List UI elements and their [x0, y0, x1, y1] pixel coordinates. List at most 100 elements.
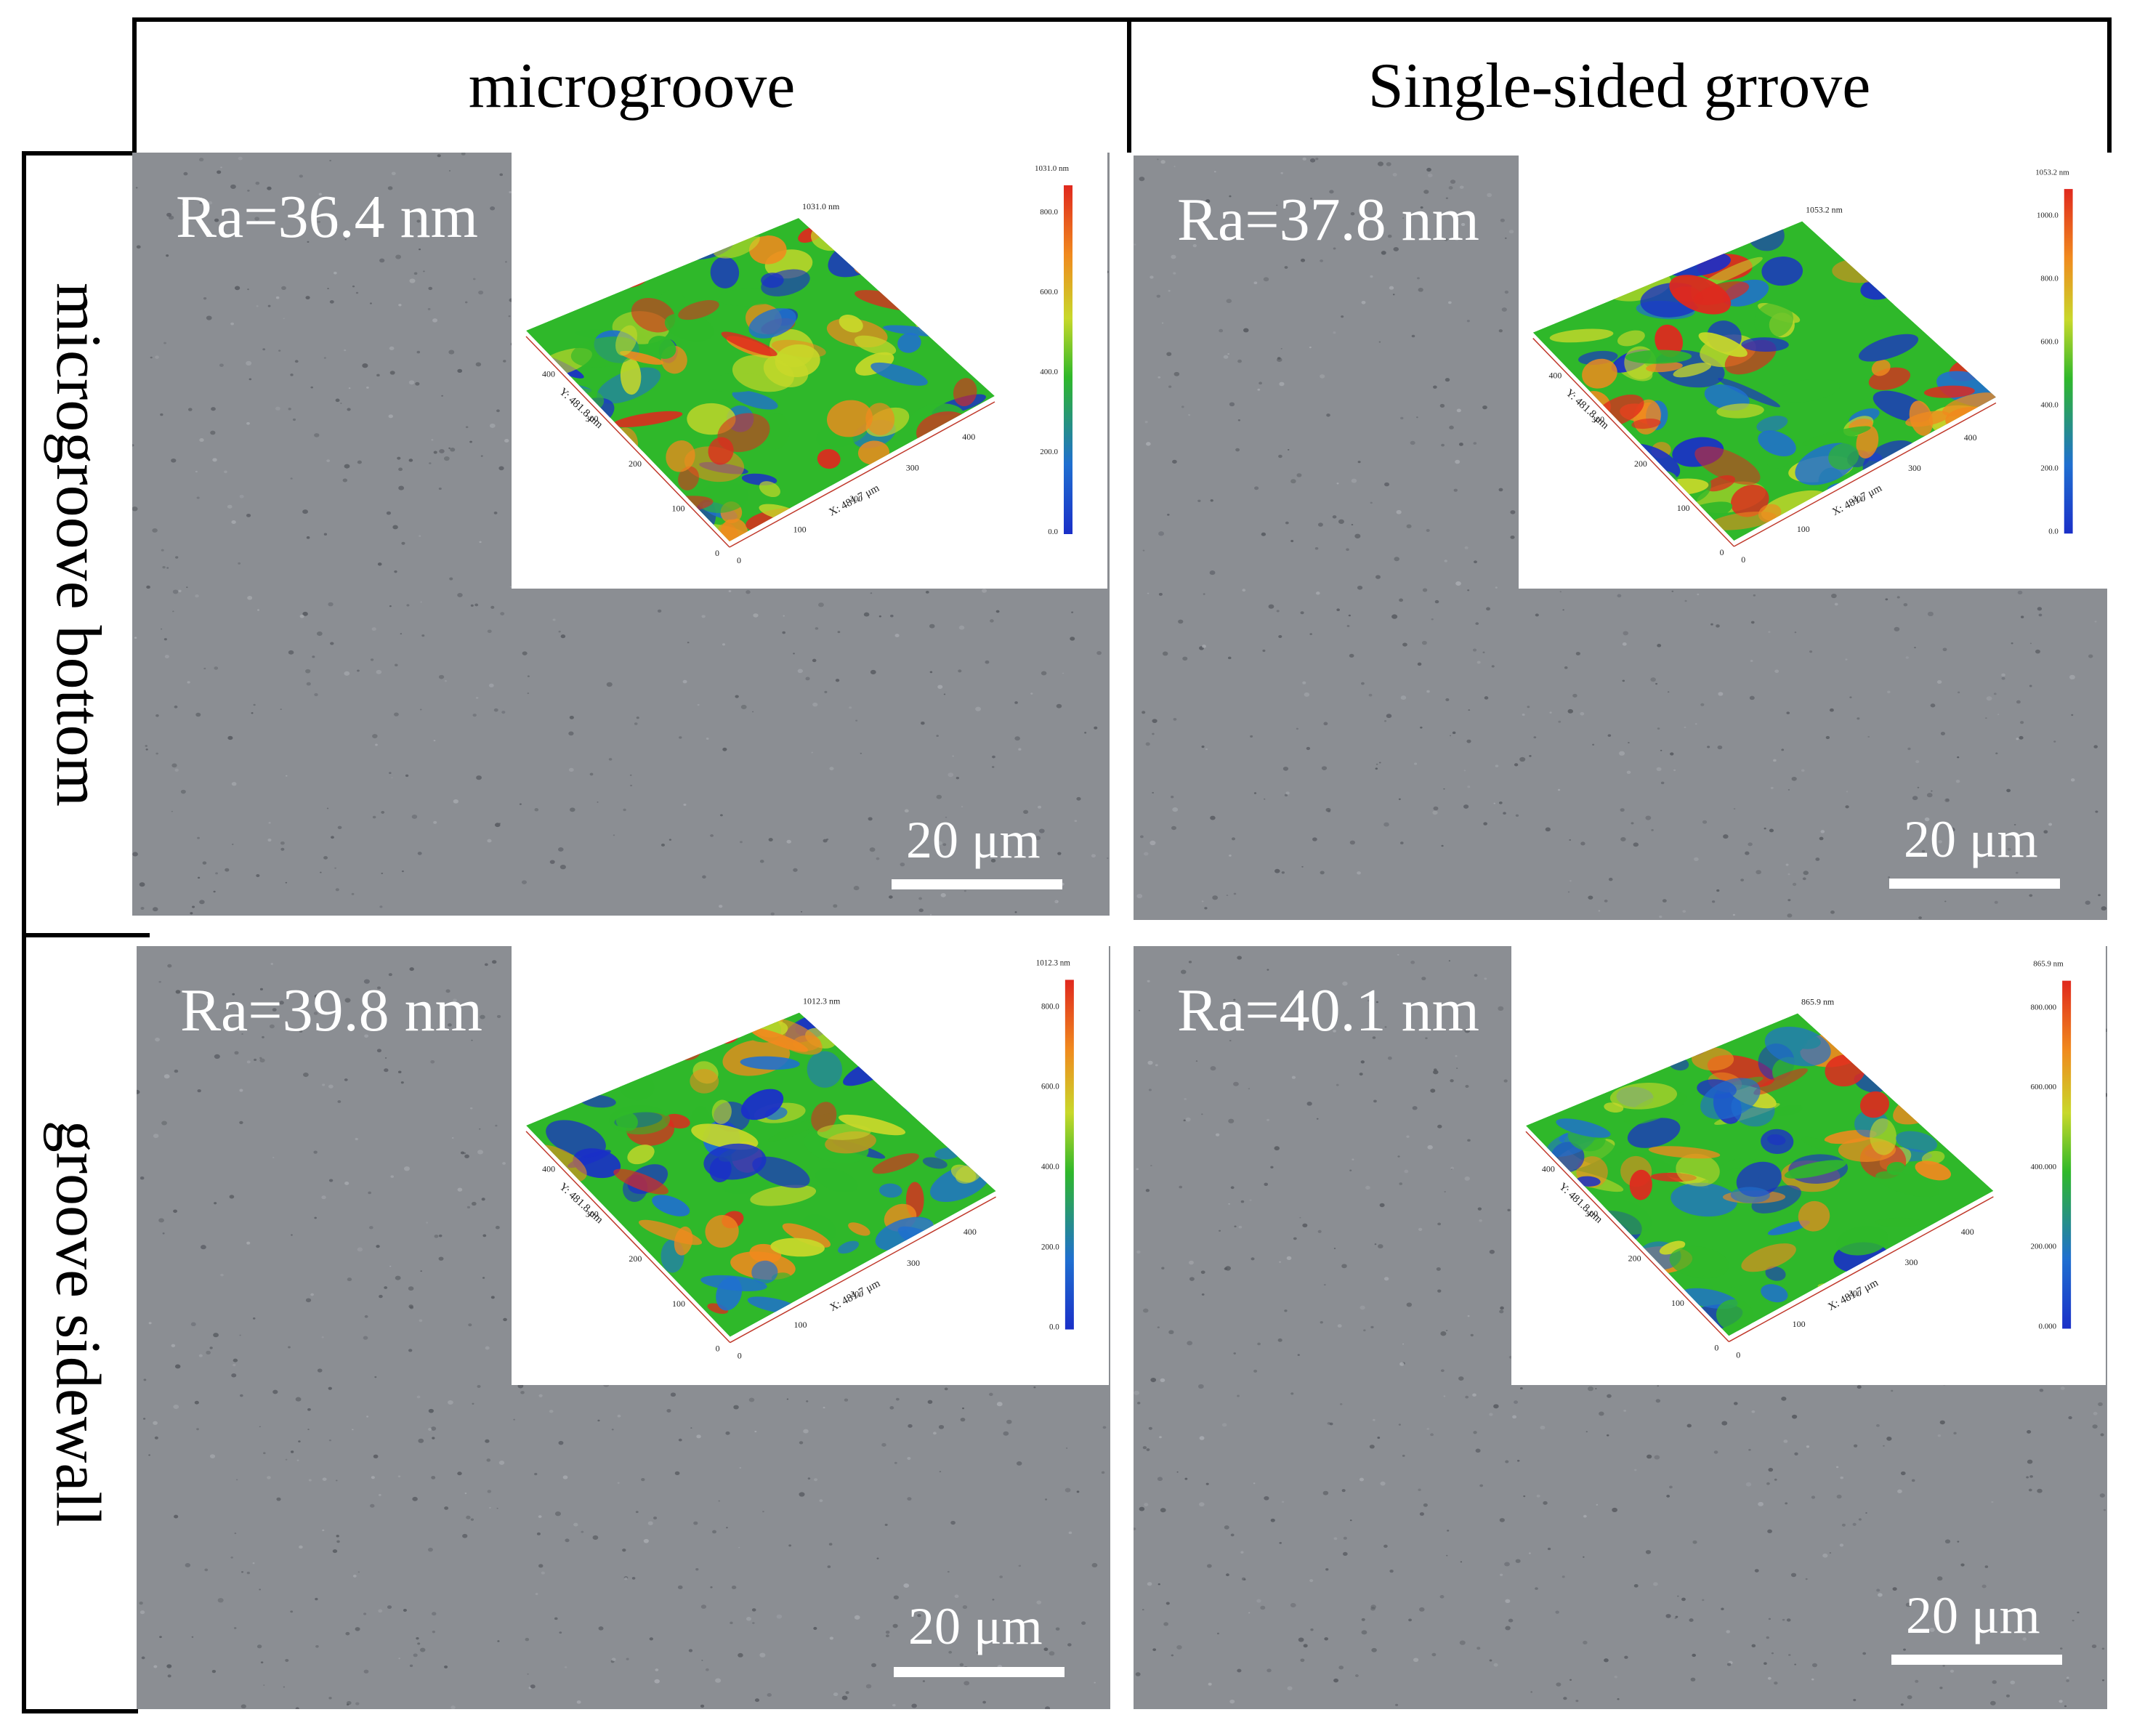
- surface-grain: [1716, 624, 1720, 628]
- surface-feature: [1648, 1146, 1721, 1159]
- surface-grain: [1349, 1169, 1352, 1171]
- surface-grain: [1361, 682, 1365, 685]
- surface-grain: [232, 993, 235, 996]
- surface-grain: [1475, 1448, 1481, 1453]
- surface-grain: [936, 794, 942, 799]
- surface-grain: [1372, 1036, 1376, 1039]
- surface-grain: [159, 1636, 162, 1639]
- surface-grain: [911, 1703, 917, 1708]
- surface-feature: [839, 315, 863, 333]
- surface-grain: [241, 1033, 243, 1035]
- surface-feature: [1870, 1118, 1897, 1155]
- peak-height-label: 1031.0 nm: [802, 201, 840, 211]
- surface-grain: [1829, 708, 1834, 712]
- surface-feature: [1665, 1035, 1708, 1054]
- surface-grain: [1486, 607, 1490, 611]
- surface-grain: [470, 604, 474, 607]
- surface-grain: [364, 1315, 368, 1318]
- surface-grain: [318, 220, 321, 223]
- colorbar-tick-label: 0.0: [1048, 528, 1058, 536]
- surface-grain: [536, 1532, 541, 1535]
- surface-grain: [1304, 692, 1310, 697]
- surface-feature: [627, 1144, 655, 1165]
- surface-grain: [136, 245, 141, 249]
- surface-grain: [1726, 1663, 1732, 1666]
- surface-grain: [1432, 810, 1438, 815]
- surface-grain: [770, 912, 775, 916]
- surface-grain: [1423, 1503, 1428, 1507]
- surface-grain: [1393, 247, 1399, 251]
- colorbar: [1064, 185, 1072, 534]
- surface-grain: [1790, 1573, 1797, 1578]
- surface-grain: [1419, 1607, 1425, 1612]
- surface-grain: [871, 1663, 876, 1668]
- surface-grain: [416, 1395, 421, 1399]
- surface-grain: [175, 556, 179, 559]
- surface-grain: [1475, 622, 1479, 625]
- surface-grain: [1045, 1706, 1051, 1709]
- surface-grain: [502, 1162, 506, 1165]
- surface-grain: [845, 1691, 849, 1695]
- surface-grain: [1229, 195, 1232, 198]
- surface-grain: [1329, 1422, 1333, 1426]
- surface-grain: [1248, 1612, 1251, 1614]
- surface-grain: [174, 768, 179, 772]
- surface-grain: [211, 407, 216, 411]
- x-axis-tick-label: 300: [906, 463, 919, 473]
- surface-grain: [299, 614, 304, 618]
- surface-grain: [643, 1538, 649, 1543]
- surface-grain: [1268, 604, 1274, 609]
- surface-grain: [1953, 1432, 1957, 1434]
- surface-feature: [848, 1222, 870, 1236]
- surface-grain: [1166, 1602, 1170, 1605]
- micrograph-panel-single-sided-bottom: Ra=37.8 nm 0 0 100 100 200 200 300 300 400 400 X: …: [1134, 156, 2107, 920]
- surface-grain: [1431, 1652, 1437, 1657]
- surface-feature: [1923, 385, 1975, 398]
- surface-feature: [1801, 426, 1871, 446]
- surface-grain: [1411, 334, 1415, 338]
- surface-grain: [1458, 1376, 1464, 1381]
- surface-grain: [1960, 1563, 1965, 1567]
- surface-grain: [1135, 1672, 1141, 1676]
- surface-grain: [1199, 1436, 1205, 1440]
- surface-grain: [1575, 652, 1580, 655]
- surface-grain: [1398, 1424, 1401, 1426]
- surface-grain: [409, 278, 416, 283]
- surface-grain: [174, 1069, 179, 1073]
- surface-grain: [1662, 899, 1667, 903]
- surface-grain: [1233, 1352, 1236, 1355]
- colorbar-tick-label: 400.000: [2031, 1163, 2057, 1171]
- surface-grain: [2092, 1424, 2098, 1429]
- surface-grain: [1299, 1216, 1301, 1219]
- surface-grain: [1296, 727, 1298, 730]
- colorbar-max-label: 1012.3 nm: [1036, 958, 1071, 967]
- surface-grain: [1197, 1384, 1204, 1389]
- surface-grain: [1606, 1434, 1609, 1437]
- surface-grain: [1267, 969, 1269, 971]
- surface-grain: [1555, 1610, 1559, 1614]
- surface-grain: [1905, 656, 1909, 659]
- surface-grain: [214, 218, 219, 222]
- surface-grain: [307, 1429, 310, 1431]
- surface-grain: [1066, 1448, 1068, 1449]
- surface-grain: [401, 870, 404, 873]
- surface-feature: [889, 1031, 932, 1052]
- surface-grain: [299, 1030, 303, 1033]
- surface-grain: [1468, 709, 1471, 711]
- surface-grain: [1310, 1628, 1314, 1631]
- surface-grain: [706, 738, 709, 740]
- surface-grain: [1768, 1618, 1772, 1620]
- surface-grain: [788, 1544, 792, 1547]
- surface-grain: [2103, 1509, 2106, 1511]
- surface-feature: [1798, 1200, 1830, 1232]
- surface-grain: [148, 1322, 152, 1325]
- surface-grain: [1178, 619, 1184, 624]
- surface-grain: [1210, 1066, 1216, 1071]
- surface-grain: [992, 1599, 995, 1601]
- surface-grain: [527, 1673, 529, 1675]
- surface-grain: [641, 1478, 645, 1482]
- surface-feature: [1871, 359, 1891, 376]
- surface-grain: [739, 1467, 742, 1469]
- surface-grain: [1508, 230, 1514, 234]
- surface-grain: [323, 856, 328, 860]
